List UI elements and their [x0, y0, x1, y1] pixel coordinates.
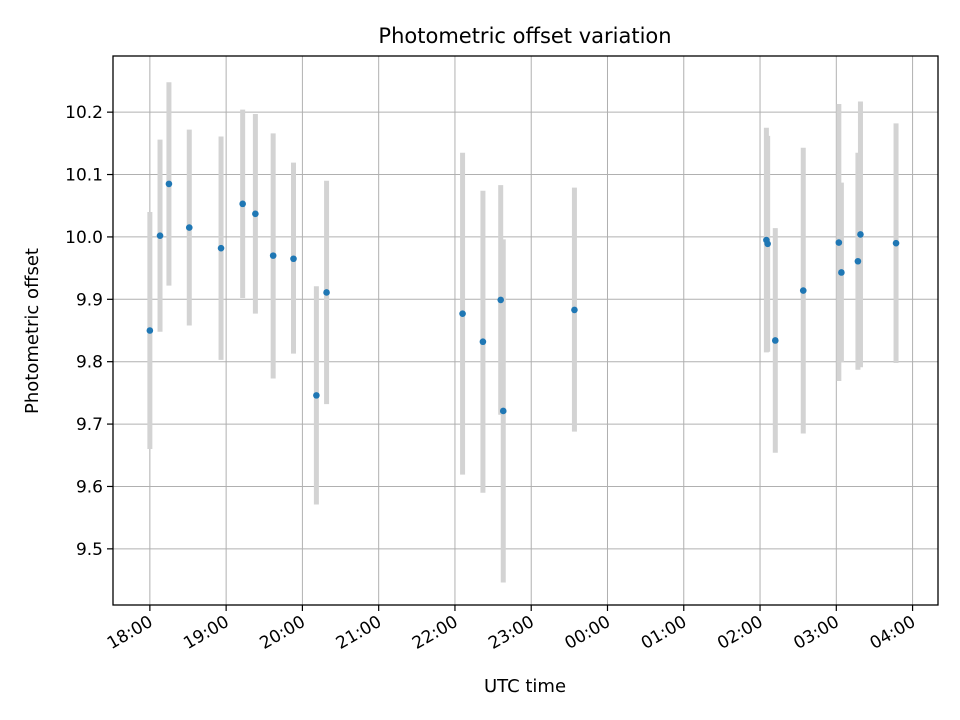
y-tick-label: 9.5	[76, 540, 103, 560]
data-points	[146, 180, 900, 415]
data-point	[165, 180, 173, 188]
data-point	[771, 337, 779, 344]
y-axis-ticks: 9.5 9.6 9.7 9.8 9.9 10.0 10.1 10.2	[65, 103, 113, 560]
data-point	[239, 200, 246, 208]
data-point	[217, 244, 225, 252]
data-point	[497, 296, 505, 304]
x-axis-label: UTC time	[484, 676, 566, 697]
y-tick-label: 9.7	[76, 415, 103, 435]
data-point	[892, 239, 900, 247]
data-point	[499, 407, 507, 415]
data-point	[290, 255, 297, 263]
grid	[113, 56, 938, 605]
data-point	[185, 224, 193, 231]
data-point	[269, 252, 277, 259]
y-tick-label: 10.0	[65, 228, 103, 248]
data-point	[571, 306, 578, 314]
data-point	[857, 231, 864, 238]
y-tick-label: 9.6	[76, 477, 103, 497]
y-axis-label: Photometric offset	[22, 248, 43, 414]
y-tick-label: 9.8	[76, 353, 103, 373]
data-point	[459, 310, 466, 317]
data-point	[313, 392, 320, 399]
plot-frame	[112, 55, 939, 606]
data-point	[838, 269, 845, 276]
y-tick-label: 10.2	[65, 103, 103, 123]
data-point	[799, 287, 807, 294]
data-point	[323, 289, 330, 296]
chart-title: Photometric offset variation	[378, 24, 671, 48]
data-point	[479, 338, 487, 346]
data-point	[252, 210, 259, 218]
data-point	[764, 240, 771, 248]
data-point	[146, 327, 154, 334]
y-tick-label: 9.9	[76, 290, 103, 310]
data-point	[156, 232, 164, 239]
y-tick-label: 10.1	[65, 166, 103, 186]
data-point	[854, 257, 862, 265]
data-point	[835, 239, 843, 246]
